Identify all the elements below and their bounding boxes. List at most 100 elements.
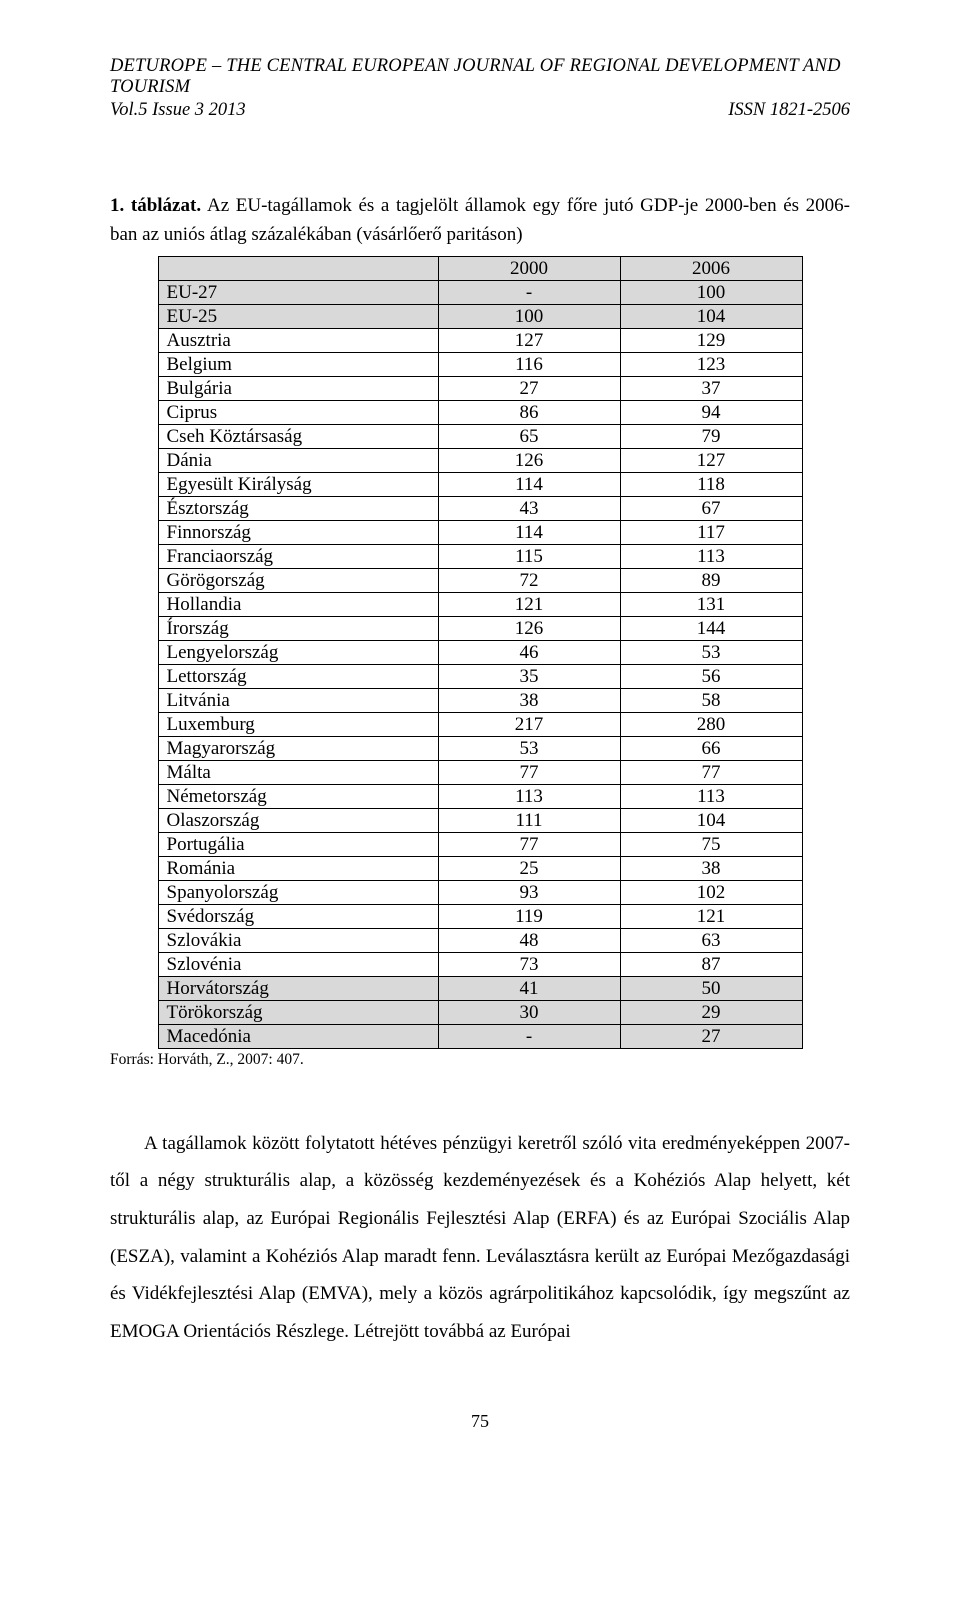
table-row: EU-25100104 <box>158 304 802 328</box>
table-row: Spanyolország93102 <box>158 880 802 904</box>
cell-value: 114 <box>438 520 620 544</box>
table-row: Málta7777 <box>158 760 802 784</box>
cell-country: EU-27 <box>158 280 438 304</box>
cell-country: Finnország <box>158 520 438 544</box>
cell-value: 111 <box>438 808 620 832</box>
cell-value: 113 <box>438 784 620 808</box>
cell-value: 73 <box>438 952 620 976</box>
cell-country: Belgium <box>158 352 438 376</box>
cell-value: 66 <box>620 736 802 760</box>
cell-country: Írország <box>158 616 438 640</box>
cell-value: 116 <box>438 352 620 376</box>
page-number: 75 <box>110 1411 850 1432</box>
table-row: Hollandia121131 <box>158 592 802 616</box>
cell-value: - <box>438 280 620 304</box>
table-row: Franciaország115113 <box>158 544 802 568</box>
cell-value: 87 <box>620 952 802 976</box>
cell-value: 56 <box>620 664 802 688</box>
table-row: Törökország3029 <box>158 1000 802 1024</box>
table-row: Bulgária2737 <box>158 376 802 400</box>
cell-country: Németország <box>158 784 438 808</box>
table-row: Dánia126127 <box>158 448 802 472</box>
table-row: Szlovénia7387 <box>158 952 802 976</box>
cell-country: Macedónia <box>158 1024 438 1048</box>
cell-country: Spanyolország <box>158 880 438 904</box>
cell-value: 217 <box>438 712 620 736</box>
table-row: Finnország114117 <box>158 520 802 544</box>
cell-value: 118 <box>620 472 802 496</box>
cell-country: Dánia <box>158 448 438 472</box>
cell-country: Bulgária <box>158 376 438 400</box>
cell-value: 121 <box>438 592 620 616</box>
table-row: Litvánia3858 <box>158 688 802 712</box>
cell-value: 86 <box>438 400 620 424</box>
cell-value: 50 <box>620 976 802 1000</box>
running-header: DETUROPE – THE CENTRAL EUROPEAN JOURNAL … <box>110 56 850 121</box>
table-row: Németország113113 <box>158 784 802 808</box>
table-row: Lettország3556 <box>158 664 802 688</box>
cell-country: Luxemburg <box>158 712 438 736</box>
cell-value: 46 <box>438 640 620 664</box>
cell-value: 113 <box>620 784 802 808</box>
cell-value: 104 <box>620 304 802 328</box>
cell-value: 75 <box>620 832 802 856</box>
cell-value: 53 <box>438 736 620 760</box>
cell-value: 117 <box>620 520 802 544</box>
col-header-country <box>158 256 438 280</box>
table-source: Forrás: Horváth, Z., 2007: 407. <box>110 1051 850 1069</box>
cell-value: 89 <box>620 568 802 592</box>
cell-value: 27 <box>620 1024 802 1048</box>
cell-value: 280 <box>620 712 802 736</box>
cell-country: Málta <box>158 760 438 784</box>
table-row: Olaszország111104 <box>158 808 802 832</box>
cell-country: Magyarország <box>158 736 438 760</box>
cell-country: Szlovénia <box>158 952 438 976</box>
cell-country: Görögország <box>158 568 438 592</box>
table-row: Írország126144 <box>158 616 802 640</box>
cell-value: 93 <box>438 880 620 904</box>
cell-value: 123 <box>620 352 802 376</box>
cell-value: 127 <box>438 328 620 352</box>
cell-value: 63 <box>620 928 802 952</box>
cell-country: Szlovákia <box>158 928 438 952</box>
cell-value: 102 <box>620 880 802 904</box>
cell-value: 65 <box>438 424 620 448</box>
cell-value: 53 <box>620 640 802 664</box>
cell-country: Portugália <box>158 832 438 856</box>
table-row: Szlovákia4863 <box>158 928 802 952</box>
table-row: Észtország4367 <box>158 496 802 520</box>
cell-value: 115 <box>438 544 620 568</box>
cell-country: Hollandia <box>158 592 438 616</box>
cell-country: Ciprus <box>158 400 438 424</box>
cell-value: 119 <box>438 904 620 928</box>
cell-country: Horvátország <box>158 976 438 1000</box>
table-row: Lengyelország4653 <box>158 640 802 664</box>
cell-value: 129 <box>620 328 802 352</box>
cell-value: 38 <box>438 688 620 712</box>
col-header-2006: 2006 <box>620 256 802 280</box>
table-row: Portugália7775 <box>158 832 802 856</box>
cell-value: 72 <box>438 568 620 592</box>
table-row: Belgium116123 <box>158 352 802 376</box>
cell-country: Lettország <box>158 664 438 688</box>
table-caption-block: 1. táblázat. Az EU-tagállamok és a tagje… <box>110 191 850 250</box>
cell-country: Ausztria <box>158 328 438 352</box>
cell-country: Románia <box>158 856 438 880</box>
cell-value: 38 <box>620 856 802 880</box>
table-row: Ciprus8694 <box>158 400 802 424</box>
cell-value: 43 <box>438 496 620 520</box>
cell-country: Svédország <box>158 904 438 928</box>
issn: ISSN 1821-2506 <box>728 100 850 121</box>
table-label: 1. táblázat. <box>110 195 201 216</box>
table-row: Cseh Köztársaság6579 <box>158 424 802 448</box>
gdp-table: 20002006EU-27-100EU-25100104Ausztria1271… <box>158 256 803 1049</box>
cell-value: 67 <box>620 496 802 520</box>
issue-info: Vol.5 Issue 3 2013 <box>110 100 246 121</box>
table-row: EU-27-100 <box>158 280 802 304</box>
cell-country: Litvánia <box>158 688 438 712</box>
table-row: Magyarország5366 <box>158 736 802 760</box>
cell-value: 25 <box>438 856 620 880</box>
body-paragraph: A tagállamok között folytatott hétéves p… <box>110 1125 850 1351</box>
cell-value: 126 <box>438 448 620 472</box>
table-row: Görögország7289 <box>158 568 802 592</box>
